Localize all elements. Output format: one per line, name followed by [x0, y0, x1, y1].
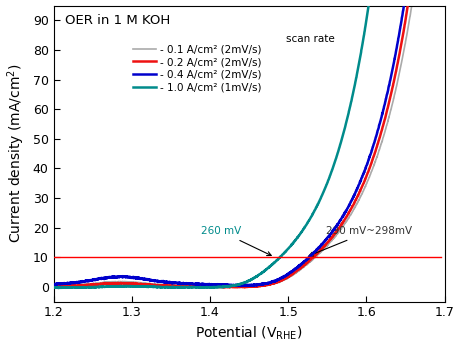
- Text: 260 mV: 260 mV: [201, 227, 271, 255]
- Text: scan rate: scan rate: [285, 34, 334, 44]
- Y-axis label: Current density (mA/cm$^2$): Current density (mA/cm$^2$): [6, 64, 27, 243]
- Text: OER in 1 M KOH: OER in 1 M KOH: [65, 14, 170, 27]
- X-axis label: Potential (V$_{\mathrm{RHE}}$): Potential (V$_{\mathrm{RHE}}$): [195, 325, 302, 342]
- Legend: - 0.1 A/cm² (2mV/s), - 0.2 A/cm² (2mV/s), - 0.4 A/cm² (2mV/s), - 1.0 A/cm² (1mV/: - 0.1 A/cm² (2mV/s), - 0.2 A/cm² (2mV/s)…: [129, 40, 265, 96]
- Text: 290 mV~298mV: 290 mV~298mV: [308, 227, 411, 256]
